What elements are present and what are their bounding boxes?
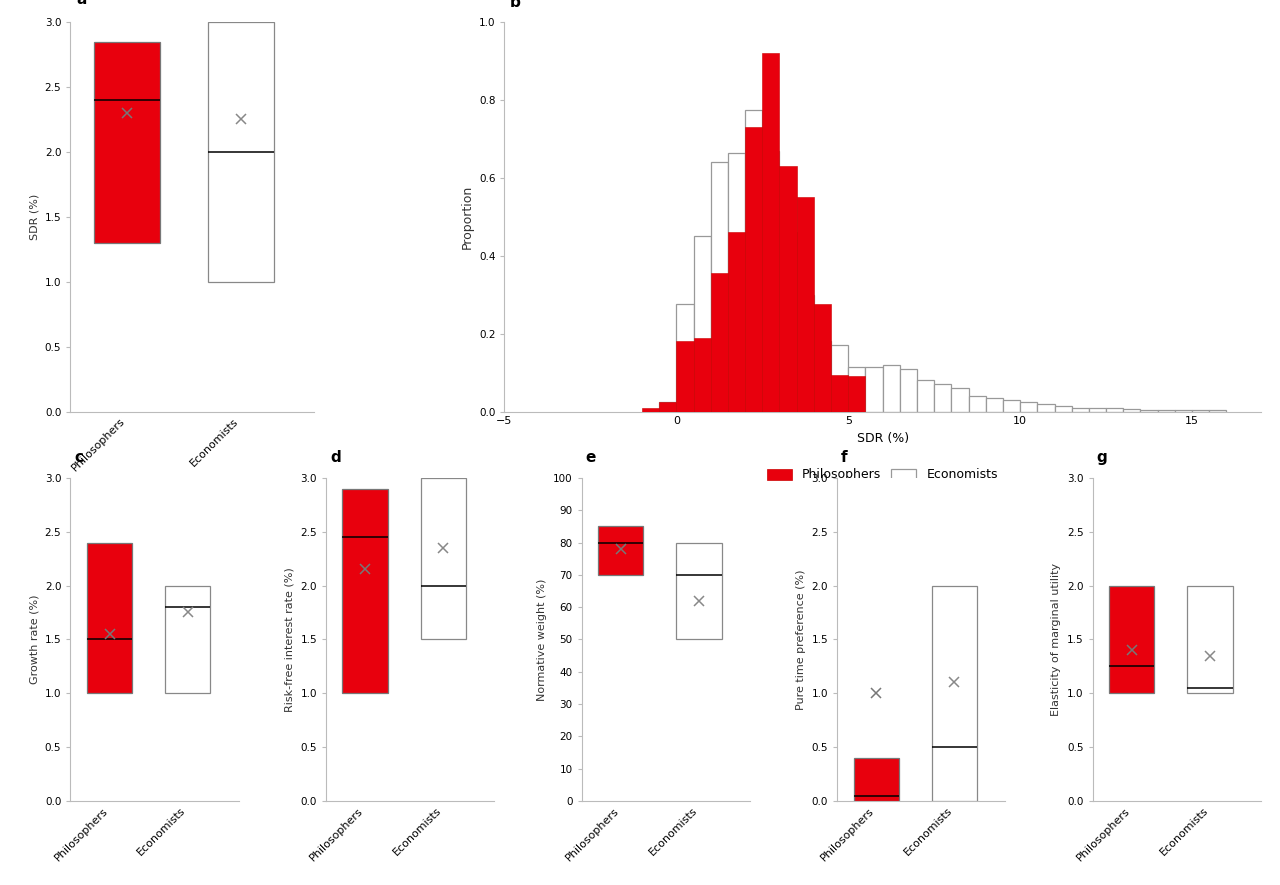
Bar <box>1055 405 1071 412</box>
Bar <box>900 369 916 412</box>
Bar <box>710 273 728 412</box>
Bar <box>1020 402 1037 412</box>
X-axis label: SDR (%): SDR (%) <box>856 432 909 445</box>
Legend: Philosophers, Economists: Philosophers, Economists <box>767 468 998 481</box>
Y-axis label: Risk-free interest rate (%): Risk-free interest rate (%) <box>284 567 294 712</box>
Bar <box>849 376 865 412</box>
Bar <box>1089 408 1106 412</box>
Bar <box>780 233 796 412</box>
Y-axis label: Elasticity of marginal utility: Elasticity of marginal utility <box>1051 563 1061 716</box>
Bar <box>728 152 745 412</box>
Bar <box>598 527 644 575</box>
Text: e: e <box>585 450 595 465</box>
Bar <box>969 396 986 412</box>
Bar <box>1037 404 1055 412</box>
Bar <box>710 162 728 412</box>
Bar <box>854 758 899 801</box>
Bar <box>1124 409 1140 412</box>
Bar <box>676 342 694 412</box>
Bar <box>780 166 796 412</box>
Bar <box>932 586 977 801</box>
Bar <box>1106 408 1124 412</box>
Bar <box>1157 410 1175 412</box>
Bar <box>1175 410 1192 412</box>
Bar <box>849 366 865 412</box>
Bar <box>814 304 831 412</box>
Text: a: a <box>76 0 87 6</box>
Y-axis label: Proportion: Proportion <box>461 185 474 249</box>
Bar <box>694 236 710 412</box>
Text: g: g <box>1097 450 1107 465</box>
Y-axis label: Growth rate (%): Growth rate (%) <box>29 595 40 684</box>
Bar <box>831 345 849 412</box>
Bar <box>745 110 763 412</box>
Bar <box>676 543 722 639</box>
Bar <box>916 381 934 412</box>
Bar <box>796 295 814 412</box>
Bar <box>676 304 694 412</box>
Bar <box>659 402 676 412</box>
Bar <box>1192 411 1210 412</box>
Bar <box>883 365 900 412</box>
Bar <box>865 366 883 412</box>
Bar <box>986 398 1004 412</box>
Y-axis label: Normative weight (%): Normative weight (%) <box>538 578 548 701</box>
Bar <box>165 586 210 693</box>
Bar <box>763 150 780 412</box>
Text: d: d <box>330 450 340 465</box>
Bar <box>763 53 780 412</box>
Bar <box>207 22 274 281</box>
Bar <box>1188 586 1233 693</box>
Bar <box>1108 586 1155 693</box>
Bar <box>1071 408 1089 412</box>
Bar <box>95 42 160 242</box>
Y-axis label: SDR (%): SDR (%) <box>29 194 40 240</box>
Bar <box>728 233 745 412</box>
Bar <box>934 384 951 412</box>
Bar <box>87 543 132 693</box>
Y-axis label: Pure time preference (%): Pure time preference (%) <box>796 569 806 710</box>
Bar <box>1140 410 1157 412</box>
Bar <box>421 478 466 639</box>
Bar <box>745 127 763 412</box>
Bar <box>1004 400 1020 412</box>
Bar <box>831 374 849 412</box>
Text: c: c <box>74 450 83 465</box>
Bar <box>796 197 814 412</box>
Bar <box>342 489 388 693</box>
Bar <box>694 337 710 412</box>
Bar <box>1210 411 1226 412</box>
Bar <box>659 402 676 412</box>
Bar <box>643 408 659 412</box>
Text: b: b <box>509 0 521 11</box>
Bar <box>951 389 969 412</box>
Bar <box>814 342 831 412</box>
Text: f: f <box>841 450 847 465</box>
